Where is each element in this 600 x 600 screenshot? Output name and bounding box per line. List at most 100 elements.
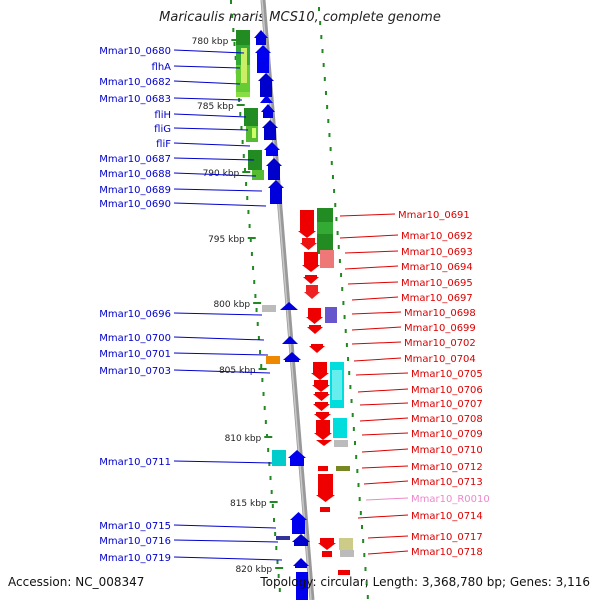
gene-label-forward[interactable]: fliF — [156, 139, 171, 150]
gene-label-forward[interactable]: Mmar10_0683 — [99, 94, 171, 105]
gene-label-forward[interactable]: Mmar10_0701 — [99, 349, 171, 360]
leader-line — [339, 234, 399, 239]
ring-dot — [330, 161, 333, 165]
gene-label-forward[interactable]: Mmar10_0703 — [99, 366, 171, 377]
cds-arrow-reverse — [302, 252, 320, 272]
cds-arrow-forward — [283, 352, 301, 362]
leader-line — [173, 524, 277, 529]
gene-label-reverse[interactable]: Mmar10_0693 — [401, 247, 473, 258]
gene-label-reverse[interactable]: Mmar10_0694 — [401, 262, 473, 273]
gene-label-forward[interactable]: Mmar10_0719 — [99, 553, 171, 564]
cds-feature — [320, 250, 334, 268]
ring-dot — [234, 56, 237, 60]
cds-feature — [241, 48, 247, 83]
gene-label-forward[interactable]: Mmar10_0711 — [99, 457, 171, 468]
ring-dot — [350, 399, 353, 403]
gene-label-reverse[interactable]: Mmar10_0702 — [404, 338, 476, 349]
ring-dot — [272, 518, 275, 522]
ring-dot — [364, 567, 367, 571]
gene-label-forward[interactable]: fliH — [154, 110, 171, 121]
tick-label: 795 kbp — [208, 235, 245, 245]
ring-dot — [342, 301, 345, 305]
gene-label-reverse[interactable]: Mmar10_0698 — [404, 308, 476, 319]
gene-label-reverse[interactable]: Mmar10_0706 — [411, 385, 483, 396]
cds-feature — [262, 305, 276, 312]
gene-label-reverse[interactable]: Mmar10_0709 — [411, 429, 483, 440]
ring-dot — [344, 329, 347, 333]
gene-label-forward[interactable]: Mmar10_0689 — [99, 185, 171, 196]
gene-label-forward[interactable]: Mmar10_0680 — [99, 46, 171, 57]
tick-label: 780 kbp — [192, 37, 229, 47]
leader-line — [173, 188, 263, 192]
ring-dot — [326, 105, 329, 109]
leader-line — [173, 157, 255, 161]
gene-label-reverse[interactable]: Mmar10_0713 — [411, 477, 483, 488]
gene-label-reverse[interactable]: Mmar10_0697 — [401, 293, 473, 304]
gene-label-forward[interactable]: fliG — [154, 124, 171, 135]
gene-label-reverse[interactable]: Mmar10_0717 — [411, 532, 483, 543]
ring-dot — [358, 497, 361, 501]
gene-label-forward[interactable]: Mmar10_0687 — [99, 154, 171, 165]
ring-dot — [255, 308, 258, 312]
ring-dot — [277, 574, 280, 578]
leader-line — [365, 497, 409, 501]
cds-arrow-forward — [290, 512, 307, 534]
gene-label-forward[interactable]: Mmar10_0696 — [99, 309, 171, 320]
genome-backbone — [260, 0, 315, 600]
ring-dot — [242, 154, 245, 158]
gene-label-forward[interactable]: Mmar10_0715 — [99, 521, 171, 532]
gene-label-rna[interactable]: Mmar10_R0010 — [411, 494, 490, 505]
leader-line — [173, 97, 243, 101]
ring-dot — [334, 203, 337, 207]
cds-arrow-forward — [260, 95, 273, 103]
gene-label-reverse[interactable]: Mmar10_0695 — [401, 278, 473, 289]
ring-dot — [264, 420, 267, 424]
gene-label-reverse[interactable]: Mmar10_0691 — [398, 210, 470, 221]
cds-feature — [336, 466, 350, 471]
leader-line — [173, 556, 283, 561]
cds-arrow-forward — [264, 142, 280, 156]
cds-arrow-forward — [255, 45, 271, 73]
gene-label-reverse[interactable]: Mmar10_0718 — [411, 547, 483, 558]
cds-arrow-reverse — [316, 440, 332, 446]
gene-label-forward[interactable]: Mmar10_0688 — [99, 169, 171, 180]
gene-label-reverse[interactable]: Mmar10_0710 — [411, 445, 483, 456]
gene-label-forward[interactable]: Mmar10_0682 — [99, 77, 171, 88]
cds-feature — [325, 307, 337, 323]
gene-label-reverse[interactable]: Mmar10_0704 — [404, 354, 476, 365]
leader-line — [357, 514, 409, 519]
ring-dot — [271, 504, 274, 508]
leader-line — [347, 281, 399, 285]
gene-label-forward[interactable]: Mmar10_0690 — [99, 199, 171, 210]
gene-label-reverse[interactable]: Mmar10_0705 — [411, 369, 483, 380]
ring-dot — [239, 112, 242, 116]
leader-line — [367, 550, 409, 555]
ring-dot — [268, 462, 271, 466]
gene-label-reverse[interactable]: Mmar10_0708 — [411, 414, 483, 425]
cds-arrow-reverse — [306, 308, 323, 324]
ring-dot — [256, 322, 259, 326]
tick-label: 790 kbp — [203, 169, 240, 179]
gene-label-reverse[interactable]: Mmar10_0707 — [411, 399, 483, 410]
leader-line — [173, 49, 245, 54]
gene-label-reverse[interactable]: Mmar10_0714 — [411, 511, 483, 522]
gene-label-forward[interactable]: flhA — [152, 62, 172, 73]
gene-label-reverse[interactable]: Mmar10_0712 — [411, 462, 483, 473]
ring-dot — [233, 42, 236, 46]
gene-label-forward[interactable]: Mmar10_0700 — [99, 333, 171, 344]
cds-feature — [318, 466, 328, 471]
map-title: Maricaulis maris MCS10, complete genome — [159, 10, 441, 25]
gene-label-forward[interactable]: Mmar10_0716 — [99, 536, 171, 547]
gene-label-reverse[interactable]: Mmar10_0692 — [401, 231, 473, 242]
ring-dot — [351, 413, 354, 417]
leader-line — [367, 535, 409, 539]
cds-arrow-forward — [254, 30, 268, 45]
ring-dot — [240, 126, 243, 130]
leader-line — [359, 417, 409, 422]
ring-dot — [340, 273, 343, 277]
cds-arrow-forward — [288, 450, 306, 466]
gene-label-reverse[interactable]: Mmar10_0699 — [404, 323, 476, 334]
ring-dot — [254, 294, 257, 298]
ring-dot — [347, 357, 350, 361]
cds-arrow-forward — [268, 180, 284, 204]
